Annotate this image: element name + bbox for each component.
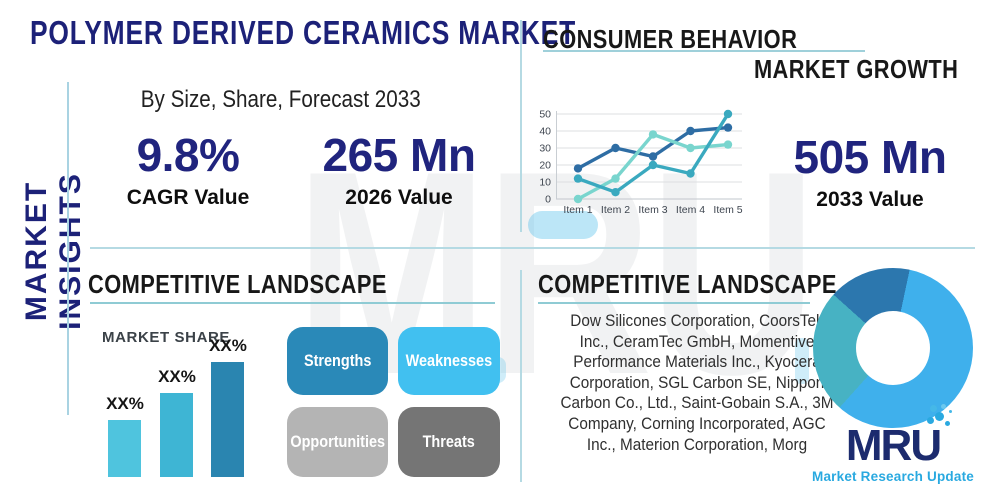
value-2026-stat: 265 Mn 2026 Value (314, 131, 484, 210)
mru-logo: MRU (803, 417, 983, 470)
company-list-line: Performance Materials Inc., Kyocera (573, 352, 821, 372)
consumer-behavior-underline (543, 50, 865, 52)
svg-text:50: 50 (539, 109, 551, 121)
svg-text:0: 0 (545, 194, 551, 206)
svg-text:Item 3: Item 3 (638, 204, 667, 216)
watermark-splash (795, 338, 809, 384)
left-vertical-divider (67, 82, 69, 415)
value-2033: 505 Mn (793, 131, 947, 183)
swot-strengths-box: Strengths (287, 327, 388, 395)
market-share-label: MARKET SHARE (102, 329, 231, 346)
donut-chart (813, 268, 973, 428)
bar-value-label: XX% (106, 394, 144, 413)
company-list: Dow Silicones Corporation, CoorsTek Inc.,… (540, 311, 855, 455)
svg-text:Item 1: Item 1 (563, 204, 592, 216)
swot-weaknesses-box: Weaknesses (398, 327, 500, 395)
mru-logo-text: MRU (845, 421, 942, 470)
swot-opportunities-box: Opportunities (287, 407, 388, 477)
horizontal-divider (90, 247, 975, 249)
value-2026: 265 Mn (322, 129, 476, 181)
logo-tagline: Market Research Update (812, 469, 974, 484)
line-chart: 0 10 20 30 40 50 Item 1 Item 2 Item 3 Item 4 Item … (536, 107, 751, 225)
competitive-landscape-right-underline (538, 302, 810, 304)
sidebar-vertical-label: MARKET INSIGHTS (20, 172, 87, 330)
svg-text:Item 4: Item 4 (676, 204, 705, 216)
market-share-bar-chart: XX% XX% XX% (100, 330, 260, 477)
swot-threats-box: Threats (398, 407, 500, 477)
bottom-column-divider (520, 270, 522, 482)
svg-text:20: 20 (539, 160, 551, 172)
cagr-stat: 9.8% CAGR Value (103, 131, 273, 210)
competitive-landscape-left-underline (90, 302, 495, 304)
cagr-value: 9.8% (136, 129, 240, 181)
market-share-bar (211, 362, 244, 477)
splash-icon (927, 417, 934, 424)
market-growth-heading: MARKET GROWTH (753, 54, 958, 84)
watermark-splash (528, 211, 598, 239)
company-list-line: Corporation, SGL Carbon SE, Nippon (569, 372, 825, 392)
cagr-label: CAGR Value (126, 186, 250, 210)
svg-text:Item 5: Item 5 (713, 204, 742, 216)
bar-value-label: XX% (209, 336, 247, 355)
top-column-divider (520, 20, 522, 232)
market-share-bar (108, 420, 141, 477)
consumer-behavior-heading: CONSUMER BEHAVIOR (543, 24, 798, 54)
company-list-line: Inc., Materion Corporation, Morg (586, 434, 808, 454)
company-list-line: Carbon Co., Ltd., Saint-Gobain S.A., 3M (560, 393, 834, 413)
company-list-line: Dow Silicones Corporation, CoorsTek (570, 311, 824, 330)
svg-text:Item 2: Item 2 (601, 204, 630, 216)
svg-text:10: 10 (539, 177, 551, 189)
value-2033-stat: 505 Mn 2033 Value (785, 133, 955, 212)
competitive-landscape-right-heading: COMPETITIVE LANDSCAPE (538, 269, 837, 299)
value-2033-label: 2033 Value (816, 188, 924, 212)
company-list-line: Inc., CeramTec GmbH, Momentive (579, 331, 815, 351)
value-2026-label: 2026 Value (345, 186, 453, 210)
page-title: POLYMER DERIVED CERAMICS MARKET (30, 14, 577, 51)
insights-subtitle: By Size, Share, Forecast 2033 (141, 86, 421, 113)
bar-value-label: XX% (158, 367, 196, 386)
company-list-line: Company, Corning Incorporated, AGC (568, 413, 826, 433)
market-share-bar (160, 393, 193, 477)
donut-hole (856, 311, 930, 385)
svg-text:30: 30 (539, 143, 551, 155)
svg-text:40: 40 (539, 126, 551, 138)
competitive-landscape-left-heading: COMPETITIVE LANDSCAPE (88, 269, 387, 299)
